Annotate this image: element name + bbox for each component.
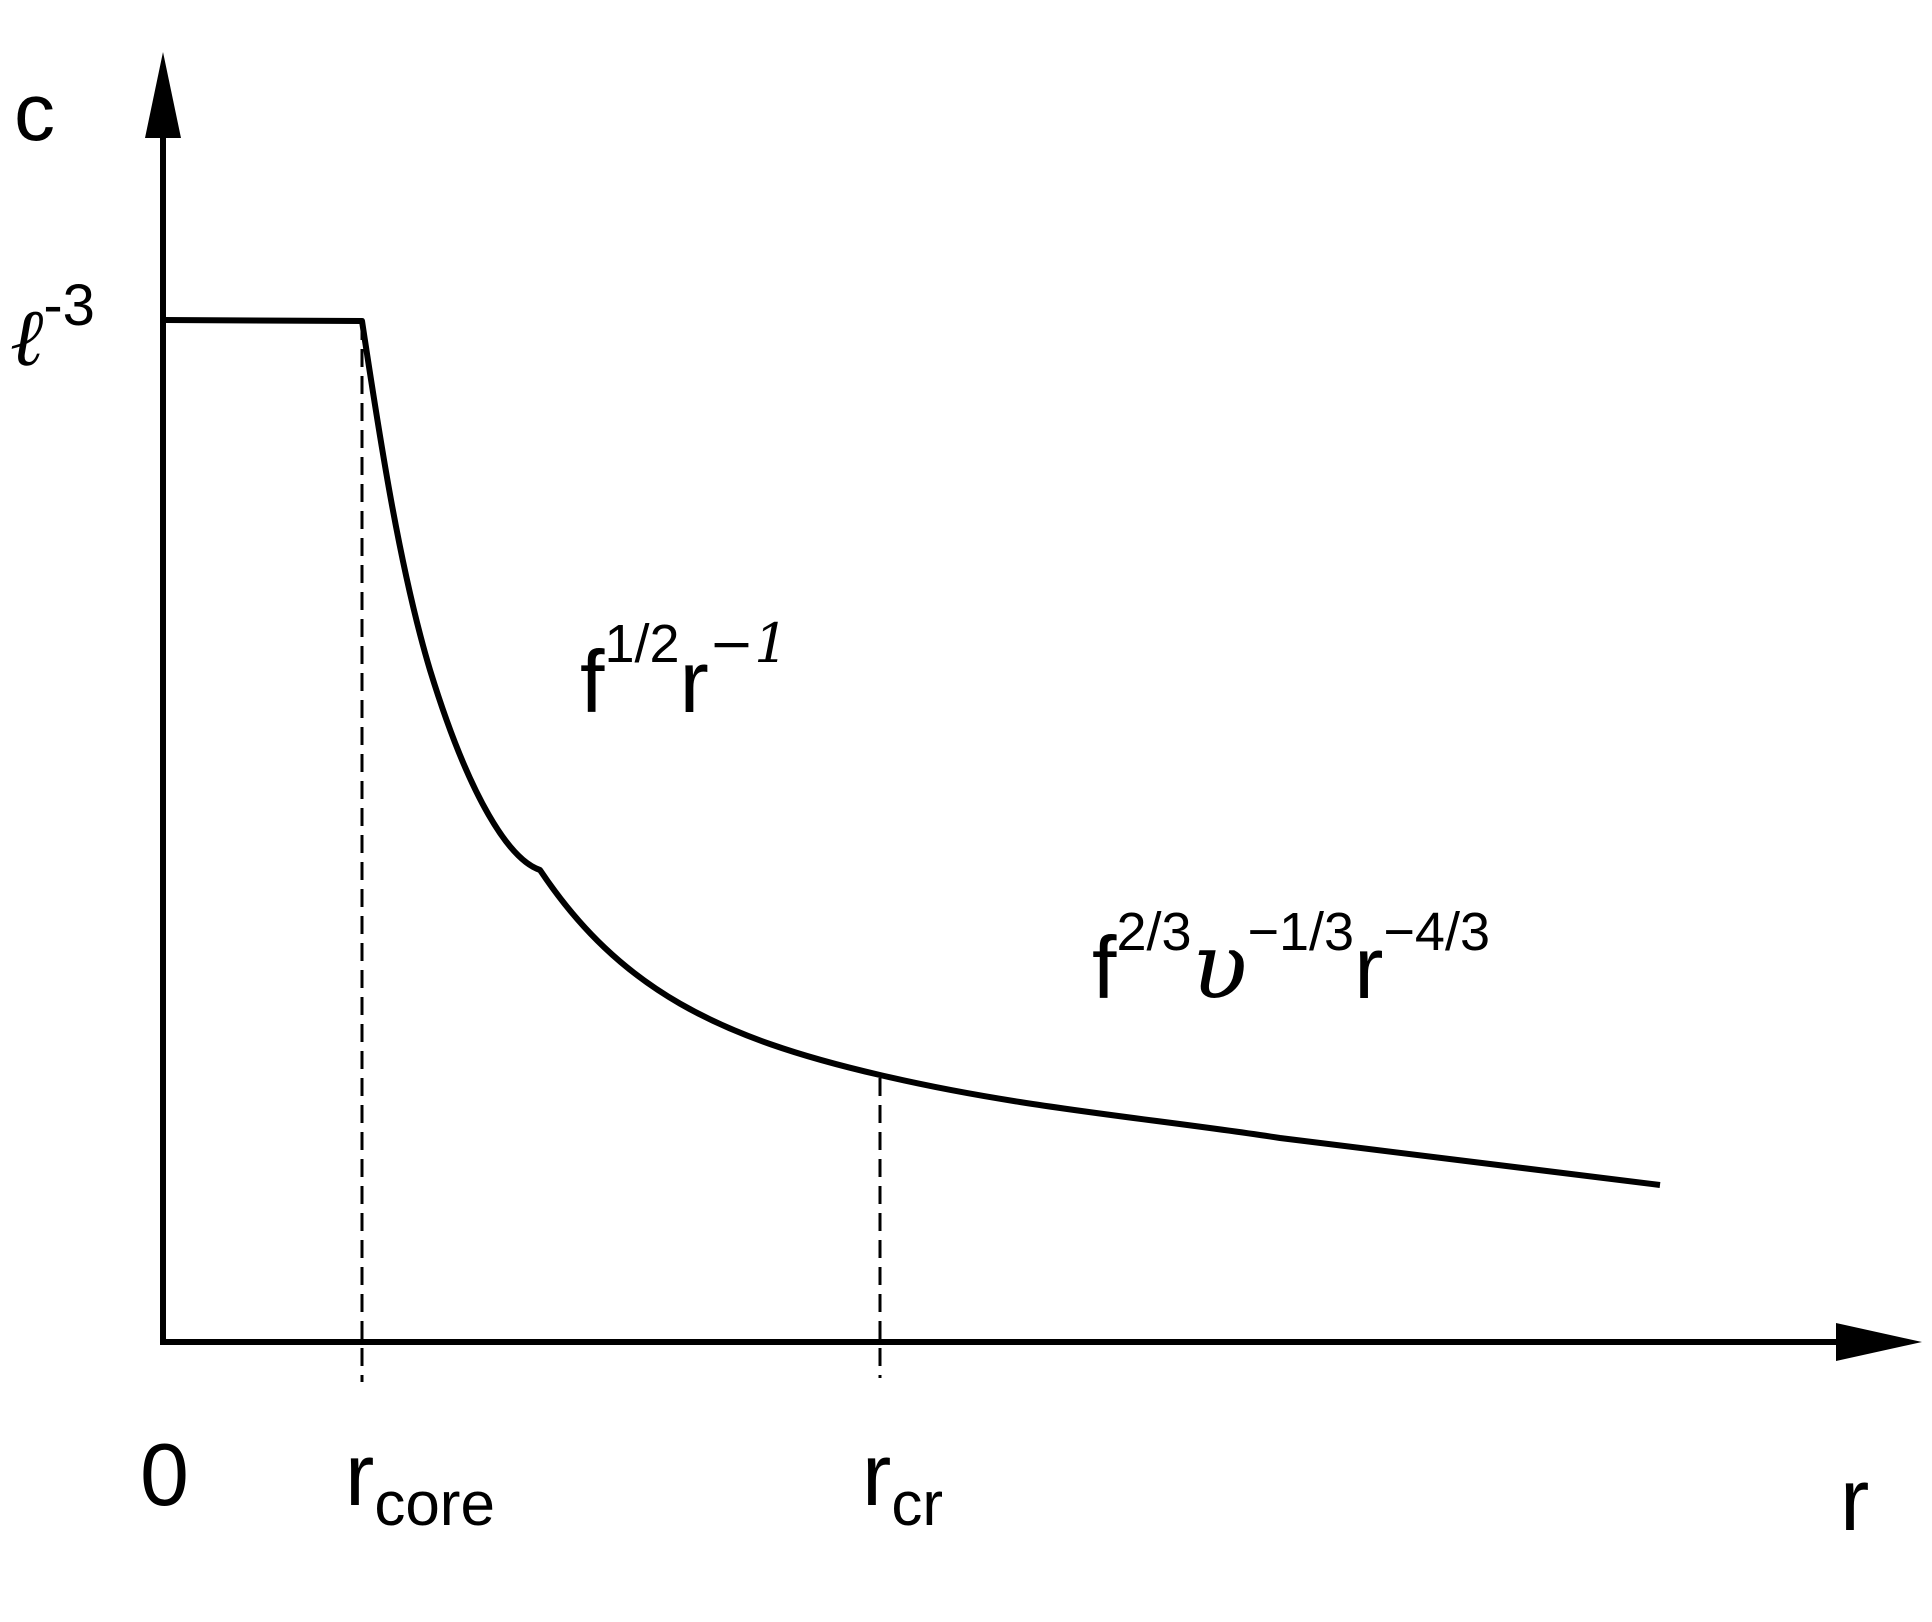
x-tick-label-0: 0 [140, 1425, 189, 1524]
x-axis-arrow [1836, 1323, 1922, 1361]
x-tick-label-rcore-sub: core [374, 1470, 495, 1539]
regime2-annotation: f2/3υ−1/3r−4/3 [1092, 902, 1490, 1020]
x-tick-label-rcore-base: r [345, 1425, 374, 1524]
x-tick-label-rcr-sub: cr [891, 1470, 943, 1539]
y-axis-arrow [145, 52, 181, 138]
y-axis-label: c [14, 67, 55, 158]
concentration-profile-line [164, 317, 1661, 1188]
y-tick-label: ℓ-3 [10, 273, 95, 384]
x-tick-label-rcore: rcore [345, 1425, 495, 1539]
x-tick-label-rcr: rcr [862, 1425, 943, 1539]
x-tick-label-rcr-base: r [862, 1425, 891, 1524]
x-axis-end-label: r [1840, 1450, 1869, 1549]
regime1-annotation: f1/2r−1 [580, 612, 788, 731]
